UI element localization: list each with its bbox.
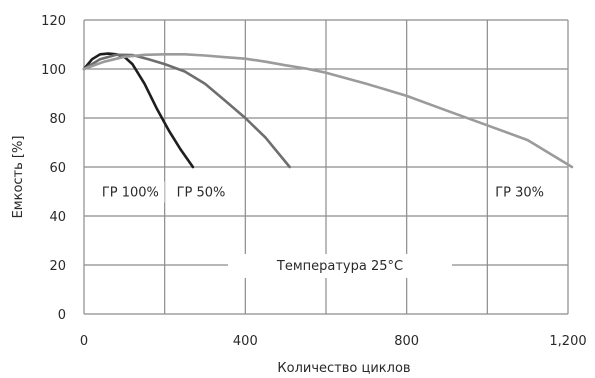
y-tick-label: 120: [41, 14, 66, 29]
series-label: ГР 100%: [102, 186, 159, 201]
temperature-annotation: Температура 25°C: [228, 254, 452, 278]
series-labels: ГР 100% ГР 50% ГР 30%: [96, 181, 550, 203]
y-tick-label: 40: [49, 210, 66, 225]
x-axis-title: Количество циклов: [277, 361, 410, 376]
y-axis-title: Емкость [%]: [11, 136, 26, 219]
x-tick-label: 400: [233, 334, 258, 349]
x-tick-label: 0: [80, 334, 88, 349]
series-line-2: [82, 53, 292, 169]
x-tick-label: 1,200: [549, 334, 586, 349]
series-label-background: [96, 181, 165, 203]
tick-labels: 0 20 40 60 80 100 120 0 400 800 1,200: [41, 14, 586, 349]
series-label: ГР 30%: [495, 186, 544, 201]
x-tick-label: 800: [394, 334, 419, 349]
series-line-3: [82, 52, 574, 169]
series-label: ГР 50%: [177, 186, 226, 201]
y-tick-label: 60: [49, 161, 66, 176]
series-label-background: [171, 181, 231, 203]
annotation-text: Температура 25°C: [276, 259, 403, 274]
series-label-background: [489, 181, 550, 203]
y-tick-label: 100: [41, 63, 66, 78]
series-line-1: [82, 52, 195, 169]
y-tick-label: 0: [58, 308, 66, 323]
annotation-background: [228, 254, 452, 278]
y-tick-label: 20: [49, 259, 66, 274]
y-tick-label: 80: [49, 112, 66, 127]
series: [82, 52, 574, 169]
